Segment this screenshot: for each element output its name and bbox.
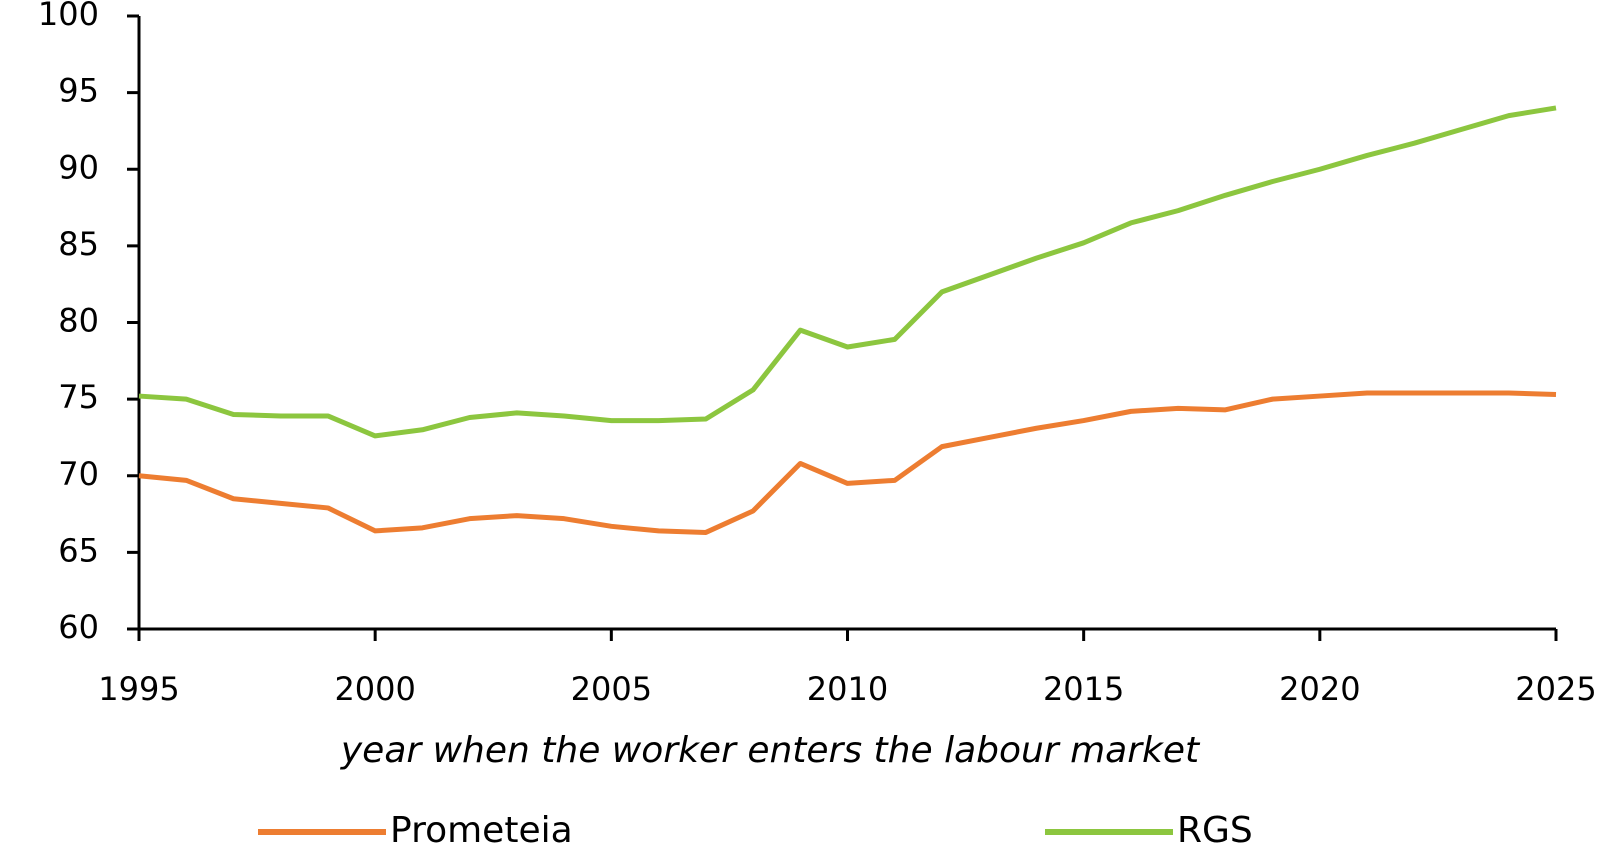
x-tick-label: 2005 xyxy=(571,670,652,708)
x-tick-label: 2000 xyxy=(334,670,415,708)
legend-label: Prometeia xyxy=(390,810,573,851)
y-tick-label: 75 xyxy=(58,378,99,416)
y-tick-label: 90 xyxy=(58,148,99,186)
y-tick-label: 100 xyxy=(38,0,99,33)
y-tick-label: 60 xyxy=(58,608,99,646)
y-tick-label: 65 xyxy=(58,531,99,569)
series-line xyxy=(138,105,1557,439)
x-tick-label: 2010 xyxy=(807,670,888,708)
x-tick-label: 2025 xyxy=(1515,670,1596,708)
series-line xyxy=(138,390,1557,535)
y-tick-label: 95 xyxy=(58,72,99,110)
x-tick-label: 1995 xyxy=(98,670,179,708)
y-tick-label: 85 xyxy=(58,225,99,263)
y-tick-label: 70 xyxy=(58,455,99,493)
x-axis-label: year when the worker enters the labour m… xyxy=(340,730,1201,771)
legend-label: RGS xyxy=(1177,810,1253,851)
x-tick-label: 2020 xyxy=(1279,670,1360,708)
x-tick-label: 2015 xyxy=(1043,670,1124,708)
y-tick-label: 80 xyxy=(58,302,99,340)
